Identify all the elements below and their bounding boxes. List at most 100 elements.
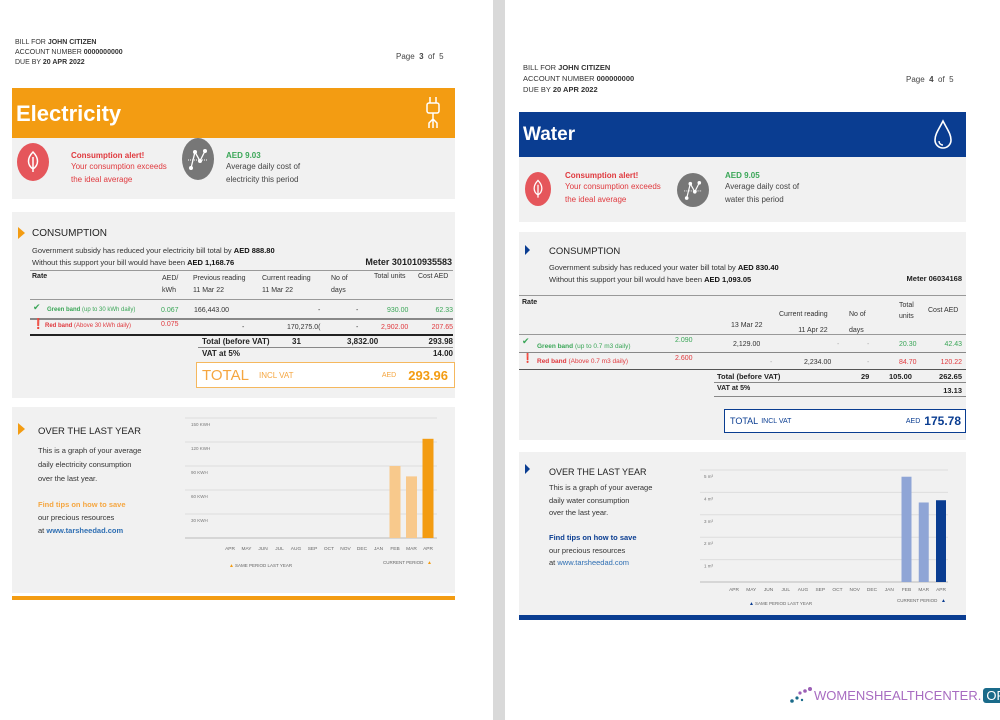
total-before-vat-label: Total (before VAT) xyxy=(717,372,781,381)
subsidy-value: AED 830.40 xyxy=(737,263,779,272)
last-year-heading: OVER THE LAST YEAR xyxy=(38,426,141,437)
description-line: over the last year. xyxy=(549,508,609,517)
x-tick-label: MAR xyxy=(406,546,417,552)
tarsheedad-link[interactable]: www.tarsheedad.com xyxy=(557,558,630,567)
account-number: 000000000 xyxy=(596,74,635,83)
band-label: Green band (up to 0.7 m3 daily) xyxy=(537,343,631,350)
subsidy-text: Government subsidy has reduced your wate… xyxy=(549,262,779,273)
average-daily-cost: AED 9.03 Average daily cost of electrici… xyxy=(226,151,300,186)
average-cost-value: AED 9.03 xyxy=(226,151,261,160)
y-tick-label: 150 KWH xyxy=(191,422,210,427)
previous-reading: - xyxy=(242,324,245,331)
tips-text: at xyxy=(549,558,556,567)
bar xyxy=(389,466,401,538)
days: - xyxy=(867,341,870,348)
x-tick-label: JAN xyxy=(885,587,895,593)
average-cost-value: AED 9.05 xyxy=(725,171,760,180)
x-tick-label: OCT xyxy=(832,587,842,593)
current-reading: 170,275.0( xyxy=(287,324,321,331)
average-cost-label: electricity this period xyxy=(226,175,299,184)
alert-text: Your consumption exceeds xyxy=(565,182,661,191)
vat-label: VAT at 5% xyxy=(202,349,240,358)
currency: AED xyxy=(381,371,397,379)
col-aed-kwh: AED/kWh xyxy=(162,273,178,297)
due-date: 20 APR 2022 xyxy=(552,85,598,94)
warning-circle-icon: ❗ xyxy=(32,319,45,330)
cost: 62.33 xyxy=(435,307,453,314)
total-units-sum: 3,832.00 xyxy=(347,337,379,346)
tips: Find tips on how to save our precious re… xyxy=(38,498,126,537)
section-arrow-icon xyxy=(525,464,530,474)
col-previous-reading: Previous reading 11 Mar 22 xyxy=(193,273,246,297)
alert-panel: Consumption alert! Your consumption exce… xyxy=(12,138,455,199)
page-number: 4 xyxy=(929,75,934,84)
legend-same-period: SAME PERIOD LAST YEAR xyxy=(755,601,813,606)
without-subsidy-text: Without this support your bill would hav… xyxy=(32,257,234,268)
col-current-reading: Current reading 11 Apr 22 xyxy=(779,307,828,339)
y-tick-label: 5 m³ xyxy=(704,474,714,479)
customer-name: JOHN CITIZEN xyxy=(47,39,97,46)
x-tick-label: APR xyxy=(225,546,235,552)
x-tick-label: APR xyxy=(936,587,946,593)
days: - xyxy=(356,307,359,314)
grand-total-box: TOTAL INCL VAT AED 293.96 xyxy=(196,362,455,388)
col-label: Current reading xyxy=(779,311,828,318)
band-rate: 0.067 xyxy=(161,307,179,314)
without-subsidy-label: Without this support your bill would hav… xyxy=(32,258,186,267)
incl-vat-label: INCL VAT xyxy=(258,370,294,380)
x-tick-label: FEB xyxy=(902,587,911,593)
description-line: over the last year. xyxy=(38,474,98,483)
consumption-panel: CONSUMPTION Government subsidy has reduc… xyxy=(519,232,966,440)
x-tick-label: DEC xyxy=(357,546,368,552)
col-days: No of days xyxy=(331,273,348,297)
page-label: Page xyxy=(396,52,415,61)
alert-title: Consumption alert! xyxy=(565,171,639,180)
page-separator xyxy=(493,0,505,720)
section-title-bar: Water xyxy=(519,112,966,157)
days: - xyxy=(867,359,870,366)
bar xyxy=(422,438,434,538)
cost: 42.43 xyxy=(944,341,962,348)
days: - xyxy=(356,324,359,331)
current-reading: - xyxy=(318,307,321,314)
bar xyxy=(406,476,417,538)
y-tick-label: 3 m³ xyxy=(704,519,714,524)
dots-logo-icon xyxy=(790,687,812,703)
check-circle-icon: ✔ xyxy=(33,302,41,312)
band-desc: (Above 30 kWh daily) xyxy=(74,323,132,329)
of-label: of xyxy=(428,52,435,61)
y-tick-label: 30 KWH xyxy=(191,518,208,523)
col-cost: Cost AED xyxy=(928,307,959,314)
band-rate: 2.090 xyxy=(675,337,693,344)
x-tick-label: NOV xyxy=(850,587,861,593)
col-label: Current reading xyxy=(262,275,311,282)
water-consumption-chart: 1 m³ 2 m³ 3 m³ 4 m³ 5 m³ APR MAY JUN JUL AUG SEP OC… xyxy=(700,469,948,607)
due-date: 20 APR 2022 xyxy=(42,59,85,66)
total-units-sum: 105.00 xyxy=(889,372,912,381)
section-arrow-icon xyxy=(18,423,25,435)
vat-value: 13.13 xyxy=(943,386,962,395)
leaf-icon xyxy=(525,172,551,206)
page-total: 5 xyxy=(949,75,954,84)
x-tick-label: MAR xyxy=(918,587,929,593)
col-label: 11 Mar 22 xyxy=(262,287,293,294)
account-label: ACCOUNT NUMBER xyxy=(523,74,595,83)
vat-label: VAT at 5% xyxy=(717,385,751,392)
tarsheedad-link[interactable]: www.tarsheedad.com xyxy=(46,526,124,535)
col-label: No of xyxy=(331,275,348,282)
legend-triangle-icon: ▲ xyxy=(427,560,432,566)
grand-total-label: TOTAL xyxy=(730,416,759,426)
subsidy-value: AED 888.80 xyxy=(233,246,275,255)
col-label: AED/ xyxy=(162,275,179,282)
previous-reading: 2,129.00 xyxy=(733,341,761,348)
total-cost: 262.65 xyxy=(939,372,962,381)
current-reading: 2,234.00 xyxy=(804,359,832,366)
x-tick-label: MAY xyxy=(746,587,757,593)
col-rate: Rate xyxy=(32,273,48,280)
band-rate: 2.600 xyxy=(675,355,693,362)
currency: AED xyxy=(905,417,921,425)
section-title: Electricity xyxy=(16,101,122,126)
col-label: 11 Apr 22 xyxy=(798,327,828,334)
trend-chart-icon xyxy=(182,138,214,180)
legend-current-period: CURRENT PERIOD xyxy=(897,598,938,603)
